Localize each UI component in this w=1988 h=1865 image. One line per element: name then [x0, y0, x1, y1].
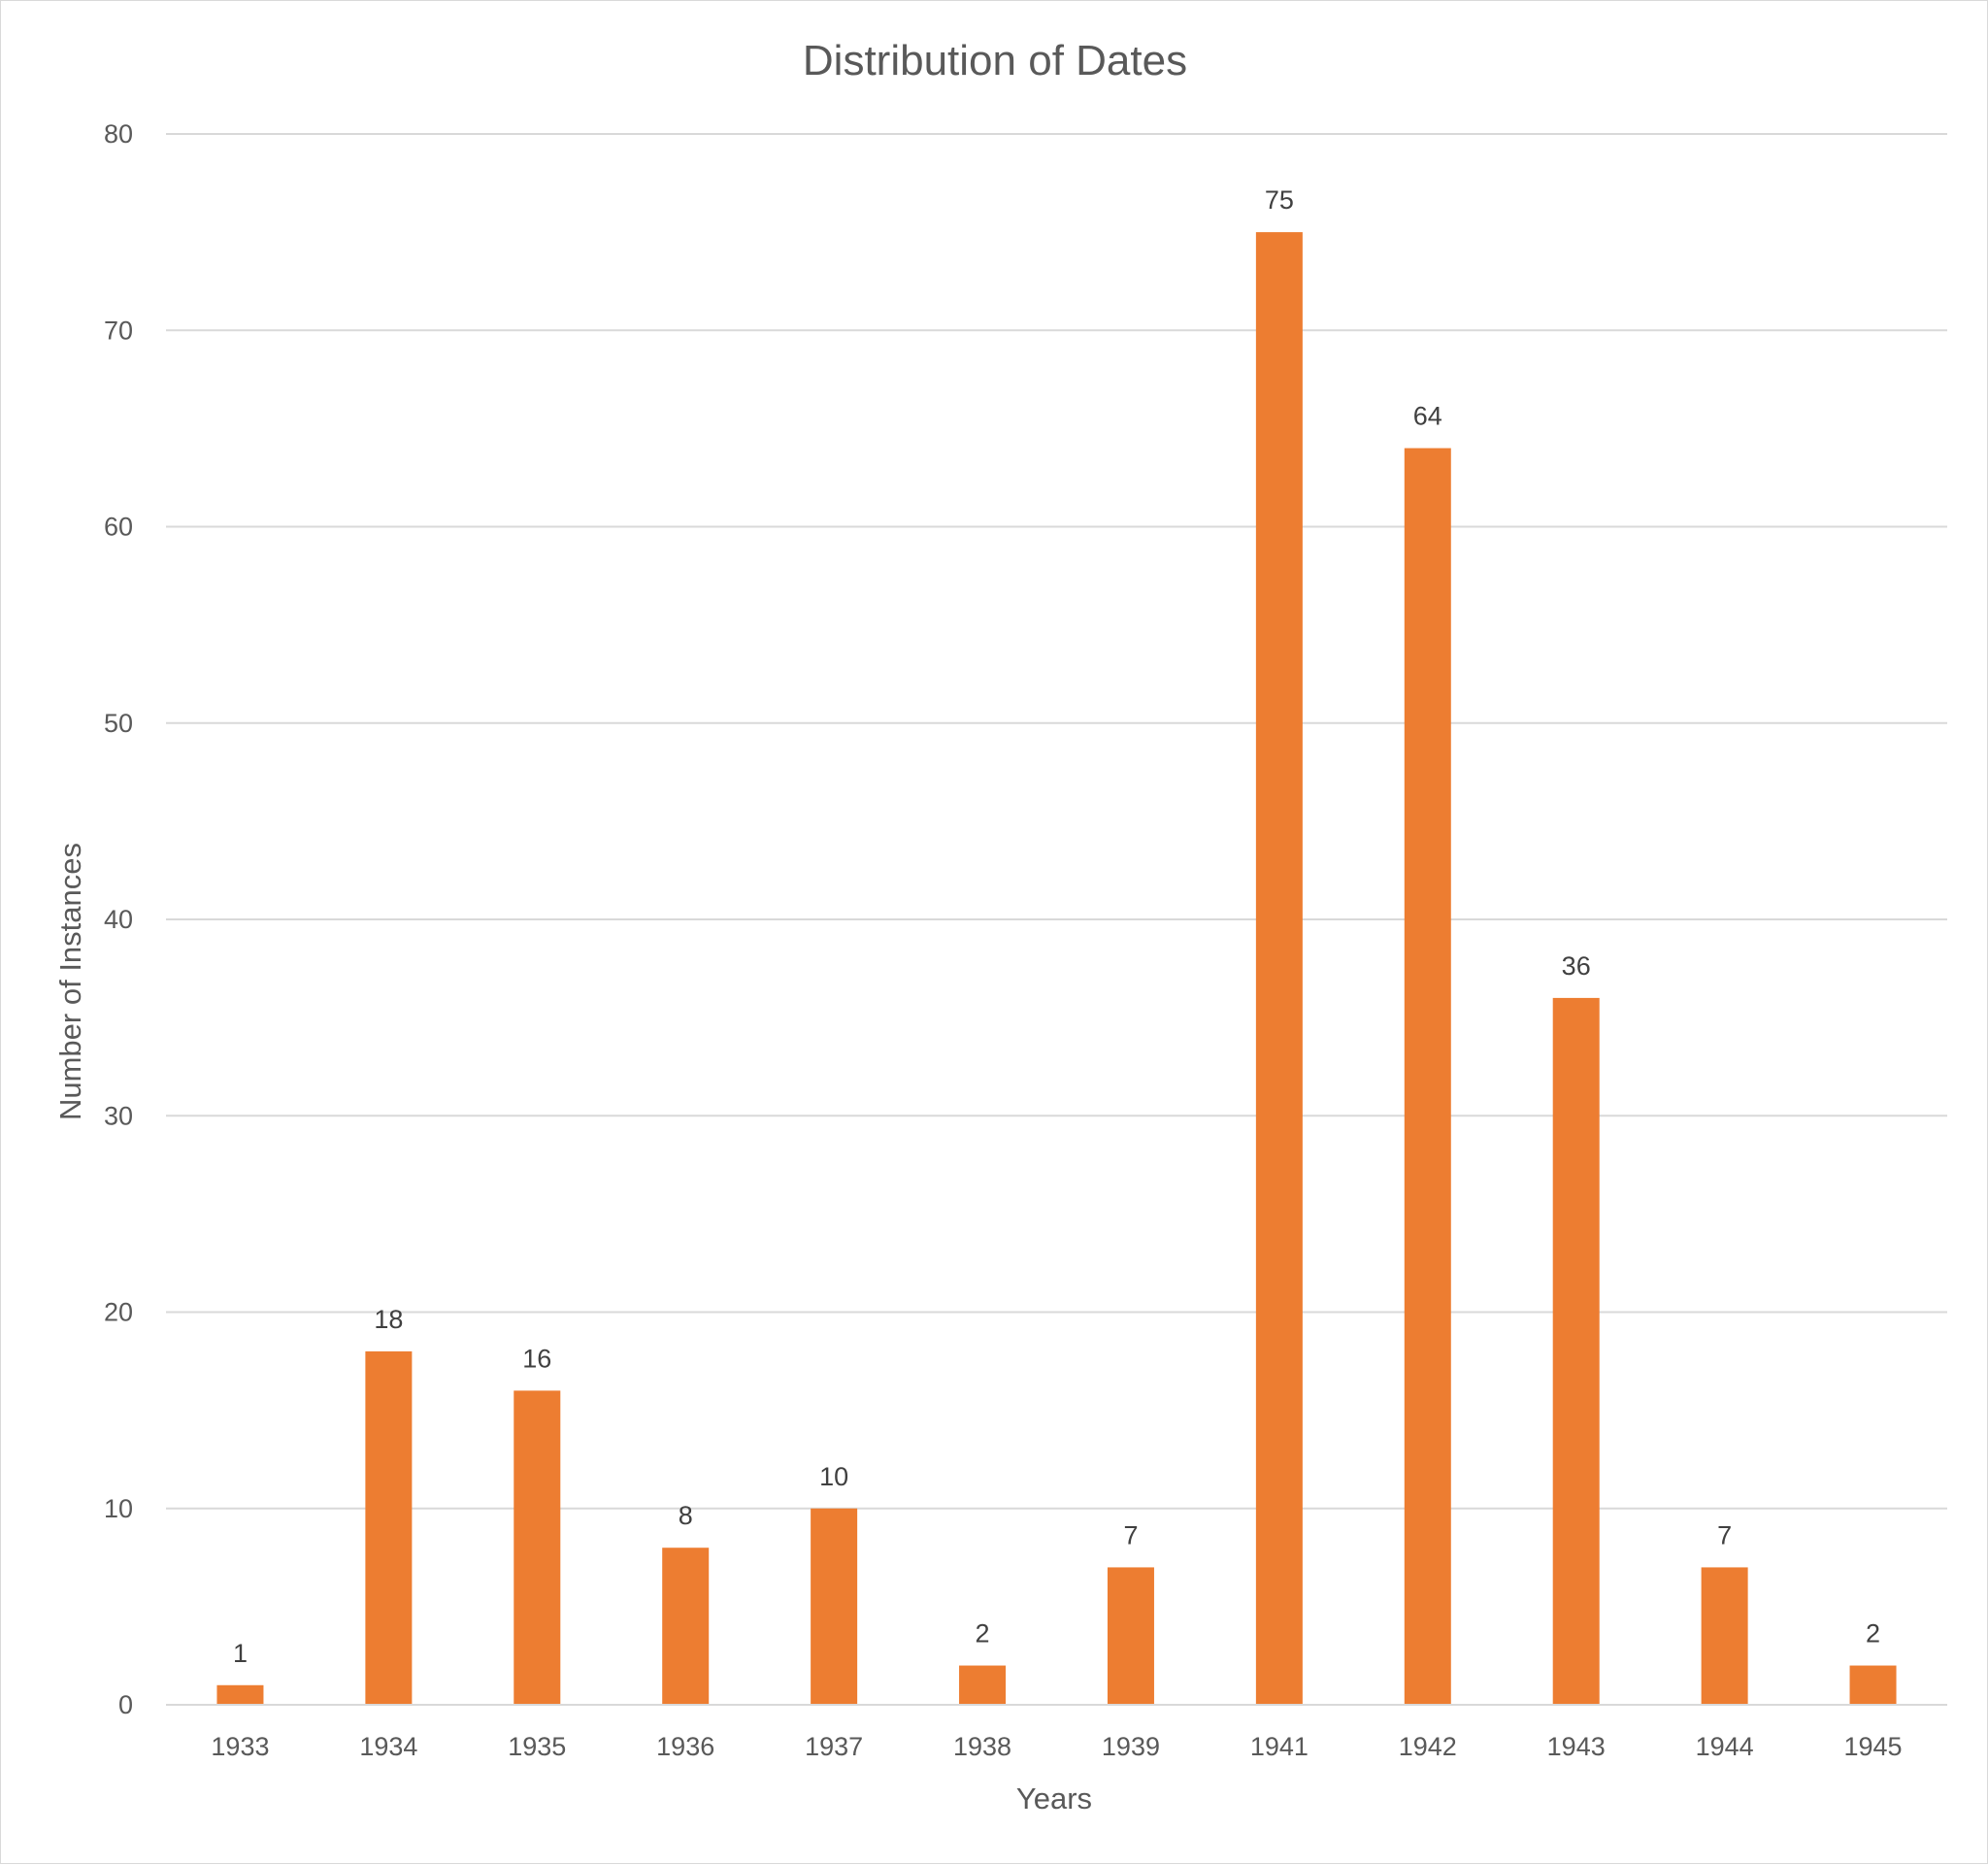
data-labels: 1 18 16 8 10 2 7 75 64 36 7 2: [233, 185, 1880, 1668]
bar-1945: [1849, 1665, 1897, 1705]
y-tick-label: 10: [104, 1494, 133, 1523]
y-tick-label: 0: [118, 1690, 133, 1719]
data-label-1934: 18: [374, 1305, 403, 1334]
bar-1933: [216, 1684, 264, 1705]
y-axis-title: Number of Instances: [53, 843, 87, 1120]
bar-1938: [959, 1665, 1007, 1705]
data-label-1939: 7: [1123, 1520, 1138, 1549]
x-tick-label: 1941: [1250, 1732, 1309, 1761]
y-tick-label: 80: [104, 119, 133, 149]
x-tick-label: 1944: [1696, 1732, 1754, 1761]
data-label-1936: 8: [679, 1501, 693, 1530]
y-tick-label: 40: [104, 905, 133, 934]
x-tick-label: 1942: [1399, 1732, 1457, 1761]
x-axis-title: Years: [1016, 1782, 1092, 1815]
x-tick-label: 1943: [1547, 1732, 1606, 1761]
data-label-1943: 36: [1562, 951, 1591, 981]
bars: [216, 232, 1897, 1706]
bar-1937: [811, 1508, 858, 1705]
x-tick-label: 1937: [805, 1732, 863, 1761]
y-axis-ticks: 0 10 20 30 40 50 60 70 80: [104, 119, 133, 1719]
x-tick-label: 1938: [953, 1732, 1011, 1761]
data-label-1937: 10: [819, 1462, 848, 1491]
x-tick-label: 1939: [1102, 1732, 1160, 1761]
bar-1943: [1552, 997, 1600, 1705]
y-tick-label: 60: [104, 513, 133, 542]
x-tick-label: 1933: [211, 1732, 269, 1761]
data-label-1935: 16: [522, 1344, 551, 1373]
data-label-1944: 7: [1717, 1520, 1732, 1549]
data-label-1945: 2: [1866, 1619, 1880, 1649]
x-tick-label: 1934: [359, 1732, 417, 1761]
data-label-1933: 1: [233, 1639, 248, 1668]
data-label-1938: 2: [976, 1619, 990, 1649]
y-tick-label: 30: [104, 1101, 133, 1130]
bar-1942: [1404, 448, 1451, 1706]
bar-1934: [365, 1350, 413, 1705]
y-tick-label: 50: [104, 709, 133, 738]
data-label-1942: 64: [1413, 402, 1442, 431]
y-tick-label: 20: [104, 1298, 133, 1327]
chart-title: Distribution of Dates: [803, 37, 1187, 84]
bar-1941: [1255, 232, 1303, 1705]
data-label-1941: 75: [1265, 185, 1294, 215]
x-tick-label: 1936: [656, 1732, 714, 1761]
bar-1936: [662, 1548, 710, 1705]
gridlines: [166, 133, 1947, 1510]
x-axis-ticks: 1933 1934 1935 1936 1937 1938 1939 1941 1942 1943…: [211, 1732, 1902, 1761]
x-tick-label: 1935: [508, 1732, 566, 1761]
bar-1935: [514, 1390, 561, 1705]
x-tick-label: 1945: [1844, 1732, 1903, 1761]
y-tick-label: 70: [104, 316, 133, 345]
bar-1939: [1107, 1567, 1154, 1705]
bar-1944: [1701, 1567, 1748, 1705]
